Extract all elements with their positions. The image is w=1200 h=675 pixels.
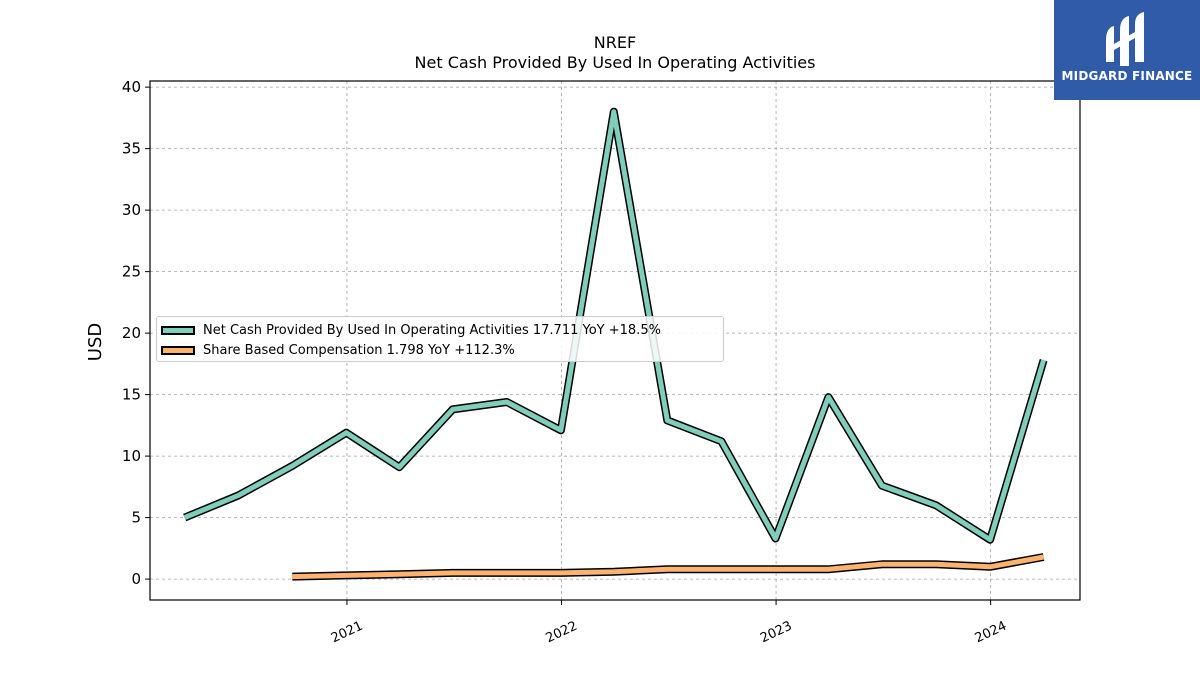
legend-label-share-based: Share Based Compensation 1.798 YoY +112.…	[203, 342, 515, 358]
data-point-net-cash	[613, 111, 615, 113]
series-layer	[183, 107, 1048, 581]
data-point-share-based	[613, 571, 615, 573]
data-point-net-cash	[989, 539, 991, 541]
series-line-share-based	[292, 554, 1045, 580]
legend-label-net-cash: Net Cash Provided By Used In Operating A…	[203, 322, 661, 338]
data-point-share-based	[881, 563, 883, 565]
legend-swatch-net-cash	[161, 325, 195, 335]
data-point-net-cash	[775, 538, 776, 539]
y-tick-label: 10	[122, 447, 141, 465]
y-tick-label: 30	[122, 201, 141, 219]
y-tick-label: 15	[122, 386, 141, 404]
logo-text: MIDGARD FINANCE	[1061, 69, 1193, 83]
data-point-share-based	[1043, 556, 1045, 558]
data-point-share-based	[935, 563, 937, 565]
data-point-share-based	[560, 572, 562, 574]
data-point-share-based	[666, 568, 668, 570]
chart-title: NREF	[594, 33, 636, 52]
x-tick-label: 2021	[329, 619, 365, 647]
data-point-net-cash	[827, 396, 829, 398]
data-point-net-cash	[935, 504, 937, 506]
data-point-net-cash	[720, 440, 722, 442]
legend-swatch-share-based	[161, 345, 195, 355]
data-point-share-based	[291, 576, 293, 578]
y-tick-label: 25	[122, 263, 141, 281]
data-point-net-cash	[506, 401, 508, 403]
y-tick-label: 35	[122, 140, 141, 158]
chart-legend: Net Cash Provided By Used In Operating A…	[156, 316, 724, 362]
y-tick-label: 40	[122, 78, 141, 96]
data-point-net-cash	[184, 517, 186, 519]
data-point-net-cash	[237, 495, 239, 496]
data-point-net-cash	[345, 432, 347, 434]
legend-item-net-cash: Net Cash Provided By Used In Operating A…	[161, 321, 661, 339]
data-point-share-based	[506, 572, 508, 574]
data-point-share-based	[398, 573, 400, 575]
data-point-share-based	[345, 574, 347, 576]
x-tick-label: 2022	[544, 619, 580, 647]
data-point-net-cash	[881, 485, 883, 487]
y-tick-label: 0	[131, 570, 141, 588]
logo-mark-icon	[1106, 12, 1144, 66]
plot-frame	[149, 80, 1081, 601]
x-tick-label: 2023	[758, 619, 794, 647]
data-point-net-cash	[452, 408, 454, 410]
x-axis-ticks: 2021 2022 2023 2024	[329, 600, 1009, 646]
legend-item-share-based: Share Based Compensation 1.798 YoY +112.…	[161, 341, 515, 359]
data-point-net-cash	[398, 466, 400, 468]
data-point-net-cash	[666, 419, 668, 421]
y-tick-label: 20	[122, 324, 141, 342]
x-tick-label: 2024	[973, 619, 1009, 647]
data-point-net-cash	[560, 429, 562, 431]
data-point-net-cash	[1043, 359, 1045, 361]
data-point-share-based	[452, 572, 454, 574]
midgard-finance-logo: MIDGARD FINANCE	[1054, 0, 1200, 100]
data-point-net-cash	[291, 465, 293, 467]
data-point-share-based	[827, 568, 829, 570]
data-point-share-based	[989, 566, 991, 568]
y-tick-label: 5	[131, 509, 141, 527]
chart-subtitle: Net Cash Provided By Used In Operating A…	[415, 53, 816, 72]
y-axis-ticks: 0 5 10 15 20 25 30 35 40	[122, 78, 150, 588]
data-point-share-based	[720, 568, 722, 570]
data-point-share-based	[775, 568, 776, 570]
y-axis-label: USD	[85, 323, 106, 361]
